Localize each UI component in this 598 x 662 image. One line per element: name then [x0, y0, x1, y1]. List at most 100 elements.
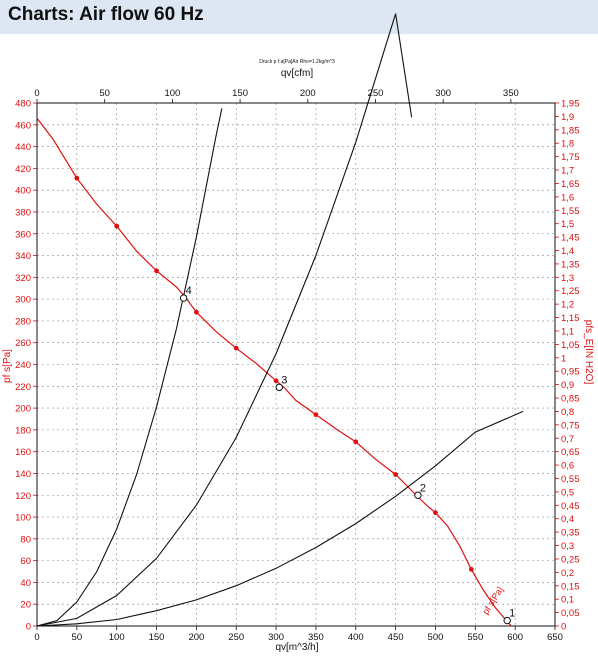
y2-tick-label: 1,7	[561, 166, 574, 177]
fan-curve-marker	[273, 378, 279, 384]
y-tick-label: 240	[15, 360, 31, 371]
y-tick-label: 480	[15, 99, 31, 110]
y2-tick-label: 0,2	[561, 568, 574, 579]
x-tick-label: 250	[228, 632, 244, 643]
title-bar: Charts: Air flow 60 Hz	[0, 0, 598, 34]
y-tick-label: 160	[15, 447, 31, 458]
operating-point-label: 2	[420, 482, 426, 494]
y-tick-label: 20	[20, 600, 31, 611]
y2-tick-label: 1,5	[561, 219, 574, 230]
y2-tick-label: 1,05	[561, 340, 580, 351]
page-title: Charts: Air flow 60 Hz	[8, 4, 204, 25]
y2-tick-label: 0,35	[561, 528, 580, 539]
y2-tick-label: 0,55	[561, 474, 580, 485]
fan-curve-marker	[193, 309, 199, 315]
system-curve-line	[36, 13, 413, 627]
y2-tick-label: 0,45	[561, 501, 580, 512]
x-tick-label: 100	[109, 632, 125, 643]
y-tick-label: 380	[15, 207, 31, 218]
x-tick-label: 350	[308, 632, 324, 643]
y2-tick-label: 1	[561, 353, 566, 364]
y-tick-label: 300	[15, 295, 31, 306]
y-tick-label: 120	[15, 491, 31, 502]
fan-curve-line	[36, 117, 512, 627]
operating-point-label: 3	[281, 374, 287, 386]
y-tick-label: 260	[15, 338, 31, 349]
y2-tick-label: 1,1	[561, 326, 574, 337]
y2-tick-label: 0,05	[561, 608, 580, 619]
fan-curve-marker	[154, 268, 159, 274]
x-tick-label: 300	[268, 632, 284, 643]
fan-curve-marker	[233, 345, 239, 351]
x-tick-label: 650	[547, 632, 563, 643]
y2-tick-label: 1,3	[561, 273, 574, 284]
y-tick-label: 420	[15, 164, 31, 175]
y2-tick-label: 0,7	[561, 434, 574, 445]
y2-tick-label: 1,75	[561, 152, 580, 163]
fan-curve-marker	[114, 223, 120, 229]
y2-tick-label: 1,45	[561, 233, 580, 244]
fan-curve-label: pf s[Pa]	[480, 585, 505, 616]
fan-curve-marker	[353, 439, 359, 445]
y2-tick-label: 0,75	[561, 420, 580, 431]
x-tick-label: 600	[507, 632, 523, 643]
fan-curve-marker	[393, 472, 399, 477]
y-tick-label: 460	[15, 120, 31, 131]
fan-curve-marker	[74, 175, 80, 181]
x2-tick-label: 350	[503, 88, 519, 99]
x-tick-label: 450	[388, 632, 404, 643]
fan-curve-marker	[468, 566, 474, 572]
y2-tick-label: 1,25	[561, 286, 580, 297]
y2-tick-label: 1,8	[561, 139, 574, 150]
y2-tick-label: 0,95	[561, 367, 580, 378]
system-curve-line	[36, 108, 223, 627]
operating-point-label: 4	[186, 285, 192, 297]
y2-tick-label: 0,8	[561, 407, 574, 418]
x-tick-label: 150	[149, 632, 165, 643]
y-tick-label: 180	[15, 425, 31, 436]
fan-curve-marker	[433, 510, 438, 516]
y-tick-label: 440	[15, 142, 31, 153]
y-tick-label: 100	[15, 513, 31, 524]
y-tick-label: 40	[20, 578, 31, 589]
operating-point	[179, 294, 188, 302]
y2-tick-label: 0,1	[561, 595, 574, 606]
y-tick-label: 60	[20, 556, 31, 567]
y-tick-label: 0	[26, 622, 31, 633]
chart-subtitle: Druck p f.a[Pa]Air Rho=1.2kg/m^3	[259, 59, 335, 65]
x2-tick-label: 150	[232, 88, 248, 99]
x2-tick-label: 50	[99, 88, 110, 99]
plot-frame	[36, 102, 556, 627]
y-axis-label: pf s[Pa]	[2, 349, 13, 383]
y2-tick-label: 0,85	[561, 394, 580, 405]
system-curve-line	[36, 410, 524, 627]
y-tick-label: 400	[15, 186, 31, 197]
x-tick-label: 0	[34, 632, 39, 643]
y-tick-label: 220	[15, 382, 31, 393]
y2-tick-label: 0,25	[561, 554, 580, 565]
x2-tick-label: 200	[300, 88, 316, 99]
x-tick-label: 500	[428, 632, 444, 643]
y-tick-label: 140	[15, 469, 31, 480]
y2-tick-label: 1,65	[561, 179, 580, 190]
y2-tick-label: 1,95	[561, 99, 580, 110]
x-tick-label: 200	[188, 632, 204, 643]
x2-axis-label: qv[cfm]	[281, 68, 313, 79]
y-tick-label: 280	[15, 316, 31, 327]
y2-tick-label: 0,4	[561, 514, 574, 525]
y-tick-label: 200	[15, 404, 31, 415]
y2-tick-label: 0	[561, 622, 566, 633]
y2-tick-label: 0,65	[561, 447, 580, 458]
operating-point	[414, 491, 422, 499]
y-tick-label: 320	[15, 273, 31, 284]
y2-tick-label: 1,9	[561, 112, 574, 123]
x2-tick-label: 100	[164, 88, 180, 99]
operating-point	[503, 616, 511, 625]
y2-tick-label: 0,15	[561, 581, 580, 592]
y2-tick-label: 1,85	[561, 125, 580, 136]
y2-tick-label: 1,6	[561, 192, 574, 203]
y2-tick-label: 0,5	[561, 487, 574, 498]
y2-tick-label: 0,3	[561, 541, 574, 552]
y2-tick-label: 0,9	[561, 380, 574, 391]
